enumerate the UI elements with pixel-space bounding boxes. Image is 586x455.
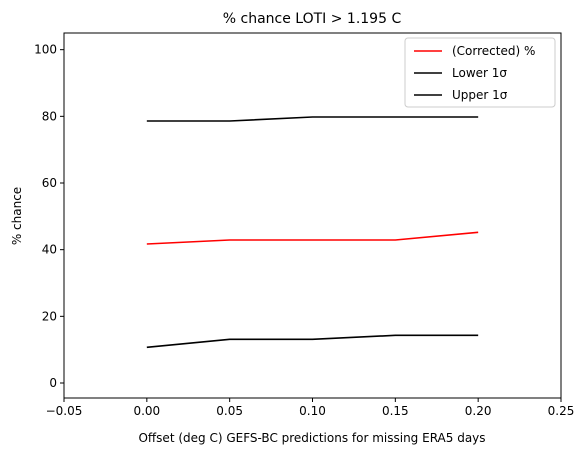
series-line-2 [146, 116, 479, 122]
y-axis-label: % chance [10, 187, 24, 245]
chart-title: % chance LOTI > 1.195 C [223, 11, 402, 27]
series-layer [146, 116, 479, 349]
y-tick-label: 20 [42, 309, 57, 323]
x-tick-label: 0.20 [465, 404, 492, 418]
y-axis-ticks: 0 20 40 60 80 100 [34, 43, 64, 390]
legend-label: Lower 1σ [452, 66, 507, 80]
x-tick-label: −0.05 [46, 404, 83, 418]
x-tick-label: 0.00 [133, 404, 160, 418]
series-line-3 [146, 334, 479, 349]
plot-area: −0.05 0.00 0.05 0.10 0.15 0.20 0.25 0 20 40 60 80 1… [34, 32, 575, 418]
x-axis-label: Offset (deg C) GEFS-BC predictions for m… [138, 431, 485, 445]
y-tick-label: 100 [34, 43, 57, 57]
y-tick-label: 0 [49, 376, 57, 390]
series-line-1 [146, 231, 479, 245]
y-tick-label: 60 [42, 176, 57, 190]
y-tick-label: 80 [42, 109, 57, 123]
legend-entries: (Corrected) % Lower 1σ Upper 1σ [414, 44, 535, 102]
legend-box [404, 37, 556, 108]
x-axis-ticks: −0.05 0.00 0.05 0.10 0.15 0.20 0.25 [46, 398, 575, 418]
x-tick-label: 0.05 [216, 404, 243, 418]
x-tick-label: 0.25 [548, 404, 575, 418]
legend: (Corrected) % Lower 1σ Upper 1σ [404, 37, 556, 108]
legend-label: Upper 1σ [452, 88, 508, 102]
y-tick-label: 40 [42, 243, 57, 257]
x-tick-label: 0.15 [382, 404, 409, 418]
legend-label: (Corrected) % [452, 44, 535, 58]
x-tick-label: 0.10 [299, 404, 326, 418]
